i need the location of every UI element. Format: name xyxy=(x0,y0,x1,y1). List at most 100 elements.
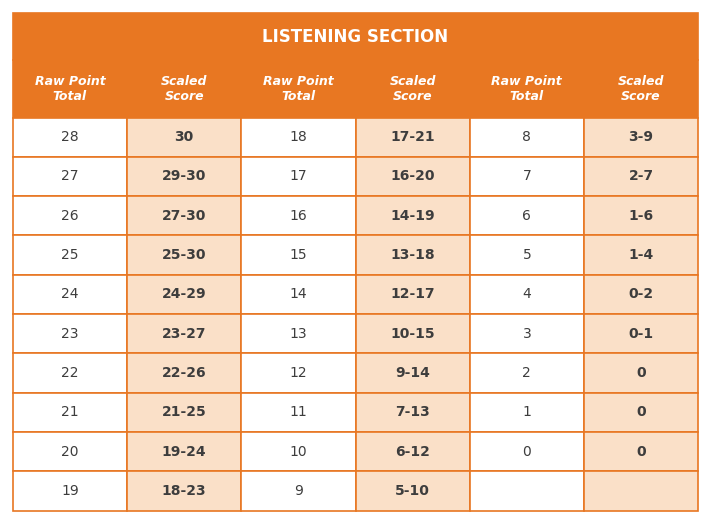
Text: 16: 16 xyxy=(289,209,307,223)
Bar xyxy=(127,196,241,236)
Text: LISTENING SECTION: LISTENING SECTION xyxy=(262,28,449,46)
Bar xyxy=(356,196,470,236)
Text: 13-18: 13-18 xyxy=(390,248,435,262)
Bar xyxy=(127,157,241,196)
Bar xyxy=(584,118,698,157)
Text: Scaled: Scaled xyxy=(161,75,208,88)
Bar xyxy=(13,432,127,471)
Text: 0: 0 xyxy=(636,406,646,419)
Bar xyxy=(356,432,470,471)
Bar xyxy=(470,471,584,511)
Text: 18: 18 xyxy=(289,130,307,144)
Text: 5: 5 xyxy=(523,248,531,262)
Bar xyxy=(127,393,241,432)
Bar xyxy=(241,432,356,471)
Bar xyxy=(470,393,584,432)
Text: 9-14: 9-14 xyxy=(395,366,430,380)
Bar xyxy=(356,275,470,314)
Text: 10-15: 10-15 xyxy=(390,327,435,341)
Bar xyxy=(127,314,241,354)
Bar xyxy=(584,471,698,511)
Text: 0-1: 0-1 xyxy=(629,327,653,341)
Text: 0: 0 xyxy=(523,445,531,459)
Text: 0: 0 xyxy=(636,445,646,459)
Text: 28: 28 xyxy=(61,130,79,144)
Text: 21-25: 21-25 xyxy=(162,406,206,419)
Bar xyxy=(584,60,698,118)
Text: 15: 15 xyxy=(289,248,307,262)
Bar xyxy=(470,157,584,196)
Bar xyxy=(470,275,584,314)
Text: Score: Score xyxy=(392,90,432,103)
Text: 1-4: 1-4 xyxy=(629,248,653,262)
Text: Score: Score xyxy=(164,90,204,103)
Bar xyxy=(127,236,241,275)
Bar xyxy=(13,393,127,432)
Text: 3-9: 3-9 xyxy=(629,130,653,144)
Bar xyxy=(584,275,698,314)
Text: 10: 10 xyxy=(289,445,307,459)
Text: 23-27: 23-27 xyxy=(162,327,206,341)
Bar xyxy=(356,236,470,275)
Text: 25-30: 25-30 xyxy=(162,248,206,262)
Bar xyxy=(13,157,127,196)
Bar xyxy=(584,393,698,432)
Text: 2: 2 xyxy=(523,366,531,380)
Bar xyxy=(127,60,241,118)
Text: 18-23: 18-23 xyxy=(162,484,206,498)
Bar xyxy=(13,196,127,236)
Text: 30: 30 xyxy=(174,130,194,144)
Bar xyxy=(470,196,584,236)
Text: Raw Point: Raw Point xyxy=(35,75,105,88)
Text: 5-10: 5-10 xyxy=(395,484,430,498)
Bar xyxy=(356,60,470,118)
Bar xyxy=(241,393,356,432)
Text: 23: 23 xyxy=(61,327,79,341)
Bar xyxy=(13,354,127,393)
Text: 24: 24 xyxy=(61,288,79,302)
Bar xyxy=(584,196,698,236)
Bar xyxy=(241,236,356,275)
Text: 12-17: 12-17 xyxy=(390,288,435,302)
Bar xyxy=(584,432,698,471)
Bar xyxy=(241,314,356,354)
Text: 6: 6 xyxy=(523,209,531,223)
Bar xyxy=(127,118,241,157)
Text: 12: 12 xyxy=(289,366,307,380)
Text: 22-26: 22-26 xyxy=(162,366,206,380)
Bar xyxy=(356,118,470,157)
Text: 11: 11 xyxy=(289,406,307,419)
Text: 1-6: 1-6 xyxy=(629,209,653,223)
Text: 21: 21 xyxy=(61,406,79,419)
Text: 17: 17 xyxy=(289,170,307,184)
Bar xyxy=(356,471,470,511)
Bar xyxy=(584,354,698,393)
Bar xyxy=(241,471,356,511)
Text: 7: 7 xyxy=(523,170,531,184)
Text: 19-24: 19-24 xyxy=(162,445,206,459)
Text: Scaled: Scaled xyxy=(618,75,664,88)
Text: Total: Total xyxy=(282,90,316,103)
Bar xyxy=(356,157,470,196)
Text: Total: Total xyxy=(53,90,87,103)
Text: Total: Total xyxy=(510,90,544,103)
Bar xyxy=(127,432,241,471)
Bar xyxy=(584,314,698,354)
Text: 25: 25 xyxy=(61,248,79,262)
Bar xyxy=(13,236,127,275)
Bar xyxy=(127,275,241,314)
Bar xyxy=(127,354,241,393)
Bar xyxy=(356,393,470,432)
Text: 14-19: 14-19 xyxy=(390,209,435,223)
Text: 0-2: 0-2 xyxy=(629,288,653,302)
Text: 14: 14 xyxy=(289,288,307,302)
Text: 3: 3 xyxy=(523,327,531,341)
Bar xyxy=(356,354,470,393)
Bar xyxy=(13,60,127,118)
Bar xyxy=(470,432,584,471)
Bar xyxy=(241,275,356,314)
Bar xyxy=(470,354,584,393)
Bar xyxy=(470,118,584,157)
Bar xyxy=(584,157,698,196)
Text: Score: Score xyxy=(621,90,661,103)
